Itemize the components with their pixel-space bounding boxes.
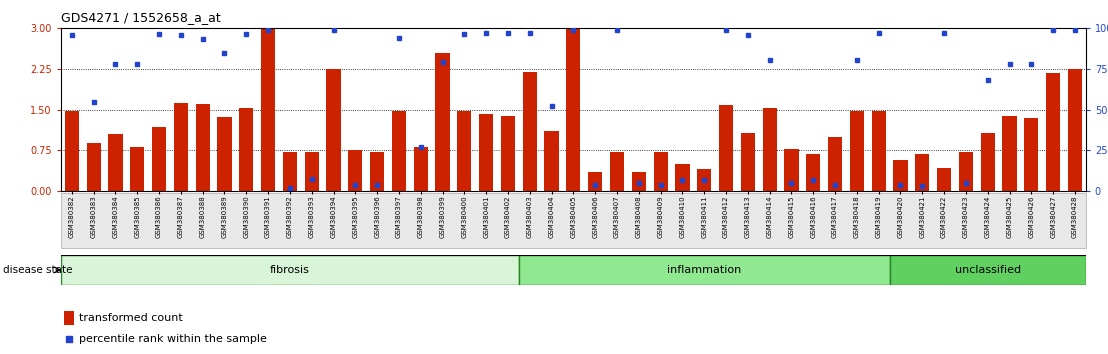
Bar <box>1003 116 1017 191</box>
Bar <box>937 169 951 191</box>
Bar <box>762 108 777 191</box>
Bar <box>676 164 689 191</box>
Bar <box>370 152 384 191</box>
FancyBboxPatch shape <box>519 255 890 285</box>
Bar <box>479 114 493 191</box>
Bar <box>523 72 537 191</box>
Text: transformed count: transformed count <box>79 313 183 323</box>
Bar <box>719 105 733 191</box>
Bar <box>64 312 73 325</box>
Bar <box>566 28 581 191</box>
Bar <box>283 152 297 191</box>
FancyBboxPatch shape <box>61 255 519 285</box>
Text: fibrosis: fibrosis <box>270 265 310 275</box>
Bar <box>174 103 188 191</box>
Bar <box>807 154 820 191</box>
Bar <box>217 117 232 191</box>
Text: percentile rank within the sample: percentile rank within the sample <box>79 334 267 344</box>
Bar <box>109 134 123 191</box>
Text: GDS4271 / 1552658_a_at: GDS4271 / 1552658_a_at <box>61 11 220 24</box>
Bar <box>609 152 624 191</box>
Bar <box>327 69 340 191</box>
Bar <box>1046 73 1060 191</box>
Bar <box>544 131 558 191</box>
Bar <box>588 172 603 191</box>
Bar <box>1024 118 1038 191</box>
Bar <box>130 147 144 191</box>
Bar <box>654 152 668 191</box>
Bar <box>392 112 406 191</box>
Bar <box>981 132 995 191</box>
Bar <box>196 104 209 191</box>
Bar <box>632 172 646 191</box>
Text: disease state: disease state <box>3 265 73 275</box>
Bar <box>828 137 842 191</box>
Bar <box>1068 69 1083 191</box>
Bar <box>458 112 471 191</box>
Bar <box>784 149 799 191</box>
Bar <box>305 152 319 191</box>
Bar <box>697 170 711 191</box>
Bar <box>872 112 885 191</box>
Bar <box>152 127 166 191</box>
Bar <box>348 150 362 191</box>
Bar <box>501 116 515 191</box>
Bar <box>915 154 930 191</box>
FancyBboxPatch shape <box>890 255 1086 285</box>
Text: inflammation: inflammation <box>667 265 741 275</box>
Bar <box>741 133 755 191</box>
Bar <box>261 28 275 191</box>
Bar <box>893 160 907 191</box>
Bar <box>435 53 450 191</box>
Bar <box>239 108 254 191</box>
Bar <box>850 111 864 191</box>
Bar <box>958 152 973 191</box>
Bar <box>64 112 79 191</box>
Text: unclassified: unclassified <box>955 265 1020 275</box>
Bar <box>86 143 101 191</box>
Bar <box>413 147 428 191</box>
